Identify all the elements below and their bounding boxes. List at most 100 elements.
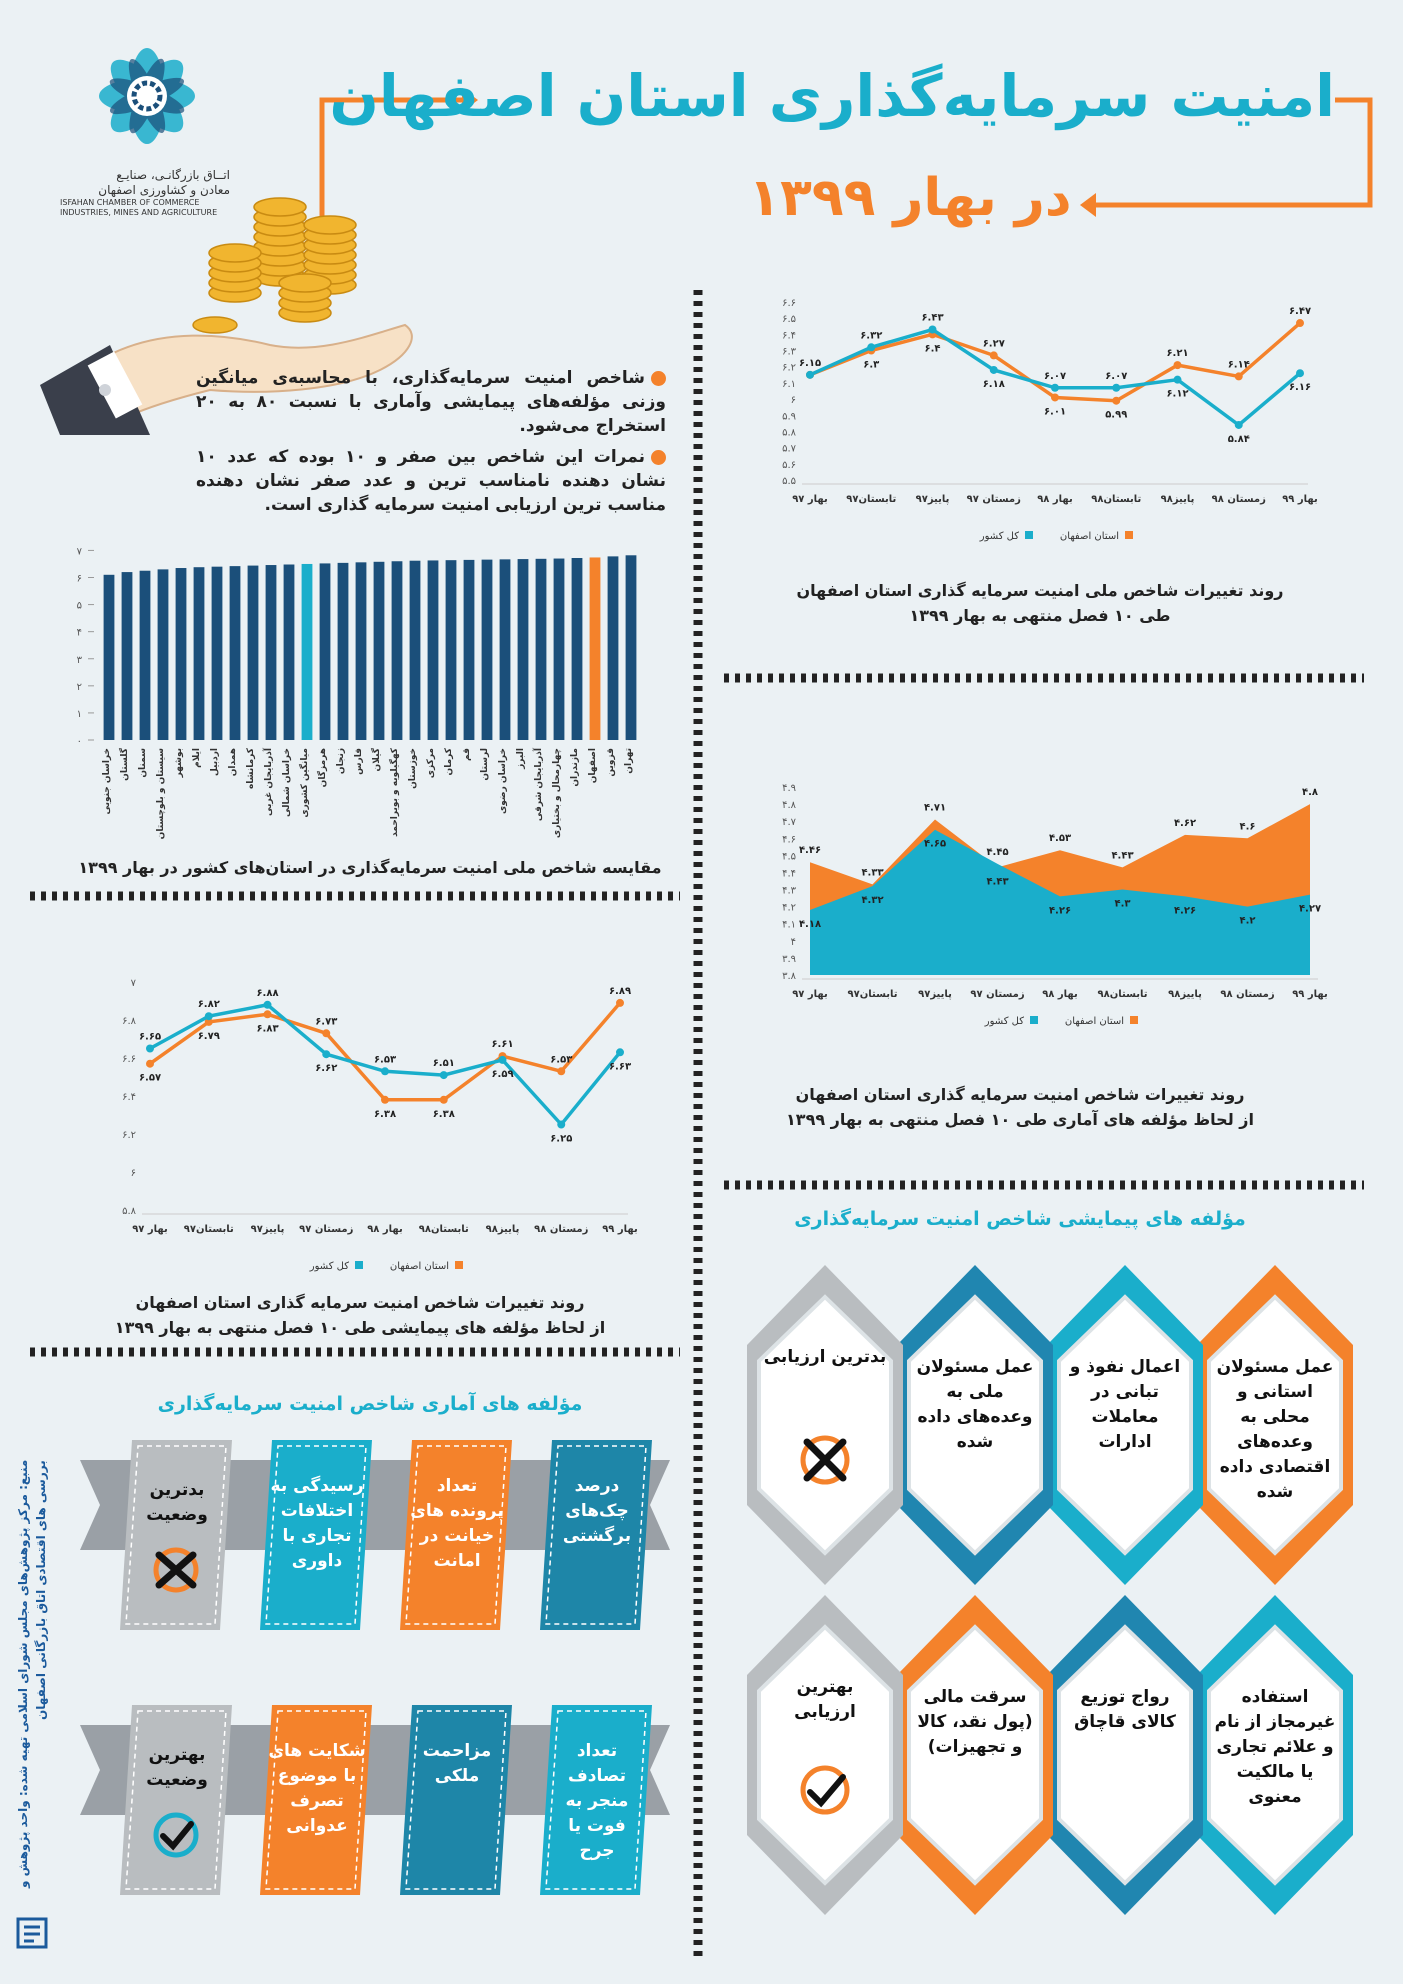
survey-rating-label: بدترین ارزیابی bbox=[763, 1347, 887, 1367]
ribbon-graphics bbox=[80, 1440, 670, 1895]
x-tick-label: تابستان۹۷ bbox=[846, 494, 896, 505]
category-label: سیستان و بلوچستان bbox=[156, 748, 166, 840]
ribbon-card bbox=[120, 1705, 232, 1895]
ribbon-card bbox=[400, 1440, 512, 1630]
category-label: گیلان bbox=[370, 747, 382, 771]
ribbon-card bbox=[120, 1440, 232, 1630]
x-tick-label: بهار ۹۹ bbox=[1282, 494, 1318, 505]
data-point bbox=[557, 1067, 566, 1076]
coins-hand-illustration bbox=[40, 197, 413, 435]
legend-swatch-national bbox=[1025, 531, 1033, 539]
y-tick-label: ۵.۶ bbox=[782, 460, 796, 471]
legend-label: کل کشور bbox=[979, 531, 1019, 542]
ribbon-card-border bbox=[125, 1710, 227, 1890]
data-label: ۴.۲۶ bbox=[1049, 905, 1071, 916]
survey-component: سرقت مالی (پول نقد، کالا و تجهیزات) bbox=[917, 1687, 1033, 1757]
category-label: قزوین bbox=[606, 748, 616, 777]
data-point bbox=[989, 351, 998, 360]
data-label: ۶.۳۸ bbox=[433, 1109, 455, 1120]
data-label: ۶.۳ bbox=[863, 360, 879, 371]
logo bbox=[72, 30, 222, 180]
survey-component: عمل مسئولان ملی به وعده‌های داده شده bbox=[916, 1357, 1034, 1452]
ribbon-card-border bbox=[405, 1445, 507, 1625]
data-label: ۶.۶۵ bbox=[139, 1032, 161, 1043]
x-tick-label: پاییز۹۷ bbox=[916, 494, 950, 505]
data-label: ۶.۳۲ bbox=[860, 330, 882, 341]
y-tick-label: ۳.۹ bbox=[782, 954, 796, 965]
source-note: منبع: مرکز پژوهش‌های مجلس شورای اسلامی ت… bbox=[16, 1460, 48, 1889]
data-label: ۵.۹۹ bbox=[1105, 410, 1127, 421]
caption-line: از لحاظ مؤلفه های آماری طی ۱۰ فصل منتهی … bbox=[786, 1110, 1254, 1129]
y-tick-label: ۶.۴ bbox=[782, 330, 796, 341]
logo-line-2: معادن و کشاورزی اصفهان bbox=[98, 183, 230, 197]
y-tick-label: ۵.۷ bbox=[782, 444, 797, 455]
category-label: کهگیلویه و بویراحمد bbox=[388, 747, 400, 837]
data-label: ۴.۲۷ bbox=[1299, 904, 1321, 915]
ribbon-card-border bbox=[405, 1710, 507, 1890]
y-tick-label: ۶.۴ bbox=[122, 1092, 136, 1103]
page-subtitle: در بهار ۱۳۹۹ bbox=[748, 168, 1072, 228]
data-point bbox=[616, 998, 624, 1007]
y-tick-label: ۶.۶ bbox=[782, 298, 796, 309]
data-point bbox=[146, 1059, 154, 1068]
category-label: آذربایجان شرقی bbox=[532, 747, 544, 821]
data-label: ۴.۶۲ bbox=[1174, 818, 1196, 829]
category-label: اردبیل bbox=[210, 748, 220, 776]
x-tick-label: زمستان ۹۸ bbox=[534, 1224, 588, 1235]
data-label: ۶.۳۸ bbox=[374, 1109, 396, 1120]
chart-national-index: ۵.۵ ۵.۶ ۵.۷ ۵.۸ ۵.۹ ۶ ۶.۱ ۶.۲ ۶.۳ ۶.۴ ۶.۵ ۶.۶ بهار ۹… bbox=[782, 298, 1318, 542]
hexagon-inner bbox=[907, 1294, 1043, 1556]
hexagon-inner bbox=[757, 1294, 893, 1556]
y-tick-label: ۴.۸ bbox=[782, 800, 797, 811]
bar bbox=[103, 574, 115, 740]
data-label: ۶.۲۷ bbox=[983, 338, 1005, 349]
bar bbox=[535, 558, 547, 740]
y-tick-label: ۶.۲ bbox=[782, 363, 796, 374]
ribbon-card-border bbox=[265, 1710, 367, 1890]
legend-label: کل کشور bbox=[984, 1016, 1024, 1027]
data-label: ۶.۷۹ bbox=[198, 1031, 220, 1042]
bar bbox=[463, 559, 475, 740]
data-point bbox=[381, 1095, 389, 1104]
page-title: امنیت سرمایه‌گذاری استان اصفهان bbox=[329, 62, 1335, 130]
bar bbox=[625, 555, 637, 740]
bar bbox=[553, 558, 565, 740]
ribbon-card-border bbox=[125, 1445, 227, 1625]
hexagon-inner bbox=[1057, 1624, 1193, 1886]
x-tick-label: بهار ۹۷ bbox=[132, 1224, 168, 1235]
legend-label: کل کشور bbox=[309, 1261, 349, 1272]
survey-components: عمل مسئولان استانی و محلی به وعده‌های اق… bbox=[735, 1250, 1365, 1950]
x-tick-label: زمستان ۹۷ bbox=[967, 494, 1021, 505]
x-tick-label: پاییز۹۷ bbox=[918, 989, 952, 1000]
intro-paragraph-2: نمرات این شاخص بین صفر و ۱۰ بوده که عدد … bbox=[196, 445, 667, 517]
statistical-component: شکایت های با موضوع تصرف عدوانی bbox=[268, 1741, 366, 1836]
category-label: اصفهان bbox=[588, 748, 598, 783]
caption-chart-statistical: روند تغییرات شاخص امنیت سرمایه گذاری است… bbox=[760, 1082, 1280, 1132]
data-point bbox=[498, 1055, 507, 1064]
x-tick-label: زمستان ۹۷ bbox=[299, 1224, 353, 1235]
data-label: ۶.۱۵ bbox=[799, 358, 821, 369]
data-point bbox=[867, 343, 876, 352]
statistical-component: تعداد پرونده های خیانت در امانت bbox=[410, 1476, 504, 1571]
x-tick-label: بهار ۹۸ bbox=[1037, 494, 1073, 505]
caption-chart-national: روند تغییرات شاخص ملی امنیت سرمایه گذاری… bbox=[760, 578, 1320, 628]
y-tick-label: ۴ bbox=[791, 937, 796, 948]
data-point bbox=[381, 1067, 389, 1076]
data-label: ۶.۰۷ bbox=[1044, 371, 1066, 382]
bar bbox=[391, 561, 403, 740]
legend-label: استان اصفهان bbox=[390, 1261, 449, 1272]
data-label: ۶.۵۳ bbox=[550, 1054, 572, 1065]
x-tick-label: تابستان۹۸ bbox=[1091, 494, 1141, 505]
data-label: ۴.۳۳ bbox=[861, 867, 883, 878]
data-point bbox=[1296, 369, 1304, 378]
hexagon-graphics bbox=[747, 1265, 1353, 1915]
x-tick-label: زمستان ۹۸ bbox=[1220, 989, 1274, 1000]
data-point bbox=[1051, 393, 1059, 402]
category-label: بوشهر bbox=[174, 748, 184, 778]
y-tick-label: ۴ bbox=[77, 628, 82, 639]
y-tick-label: ۵.۸ bbox=[122, 1206, 137, 1217]
bullet-icon bbox=[651, 370, 666, 386]
x-tick-label: پاییز۹۸ bbox=[1161, 494, 1195, 505]
y-tick-label: ۵ bbox=[77, 601, 82, 612]
data-label: ۴.۴۵ bbox=[986, 847, 1008, 858]
